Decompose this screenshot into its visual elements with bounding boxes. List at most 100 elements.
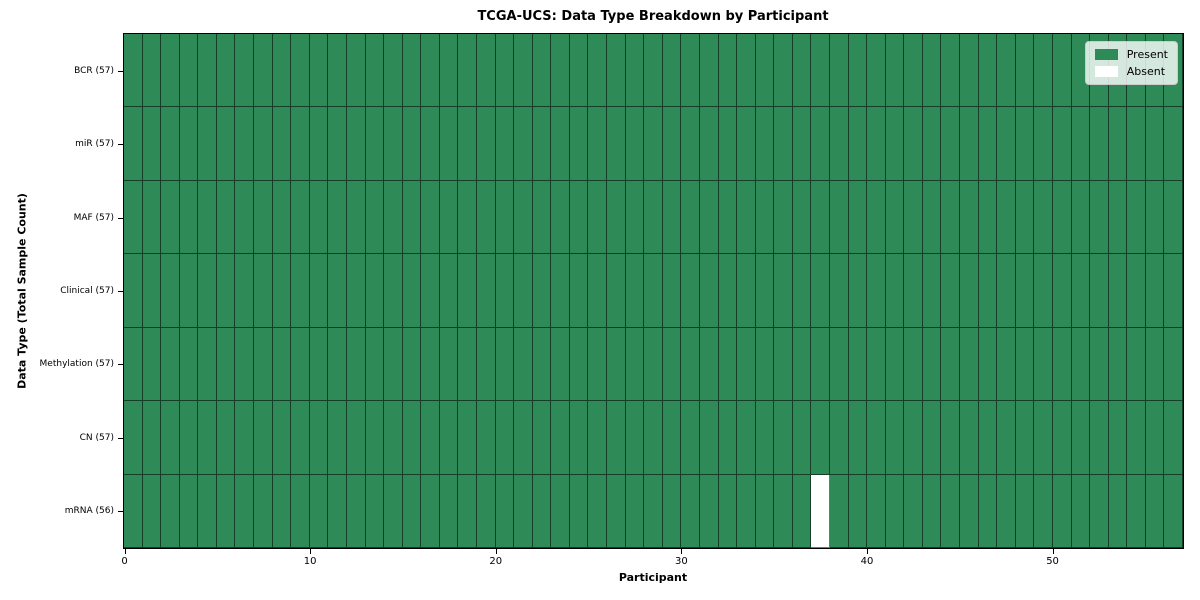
heatmap-cell [161, 474, 180, 548]
y-tick-mark [118, 291, 123, 292]
heatmap-cell [161, 107, 180, 181]
heatmap-cell [421, 401, 440, 475]
heatmap-cell [829, 107, 849, 181]
heatmap-cell [495, 34, 515, 108]
heatmap-cell [625, 401, 645, 475]
heatmap-cell [346, 401, 366, 475]
heatmap-cell [532, 34, 552, 108]
heatmap-cell [755, 180, 775, 255]
heatmap-cell [309, 327, 329, 402]
heatmap-cell [867, 474, 886, 548]
heatmap-cell [718, 107, 738, 181]
heatmap-cell [421, 107, 440, 181]
heatmap-cell [644, 180, 663, 255]
legend: Present Absent [1084, 41, 1178, 85]
y-tick-label: miR (57) [75, 139, 114, 150]
heatmap-cell [439, 474, 459, 548]
x-tick-mark [310, 549, 312, 554]
heatmap-cell [1164, 180, 1183, 255]
heatmap-cell [774, 34, 793, 108]
heatmap-cell [644, 107, 663, 181]
heatmap-cell [328, 401, 347, 475]
heatmap-cell [476, 107, 496, 181]
heatmap-cell [124, 401, 143, 475]
heatmap-cell [1108, 327, 1128, 402]
heatmap-cell [1015, 107, 1035, 181]
heatmap-cell [142, 34, 162, 108]
heatmap-cell [365, 107, 385, 181]
heatmap-cell [569, 180, 589, 255]
heatmap-cell [514, 180, 533, 255]
heatmap-cell [1127, 474, 1146, 548]
heatmap-cell [588, 107, 608, 181]
heatmap-cell [1127, 327, 1146, 402]
heatmap-cell [384, 107, 403, 181]
x-tick-mark [124, 549, 126, 554]
heatmap-cell [922, 254, 942, 328]
heatmap-cell [495, 107, 515, 181]
legend-swatch [1094, 49, 1118, 60]
heatmap-cell [365, 254, 385, 328]
heatmap-cell [569, 107, 589, 181]
heatmap-cell [532, 327, 552, 402]
heatmap-cell [309, 254, 329, 328]
heatmap-cell [755, 107, 775, 181]
heatmap-cell [439, 401, 459, 475]
heatmap-cell [1052, 107, 1072, 181]
heatmap-cell [1164, 474, 1183, 548]
heatmap-cell [1034, 34, 1053, 108]
heatmap-cell [569, 327, 589, 402]
heatmap-cell [495, 180, 515, 255]
heatmap-cell [384, 327, 403, 402]
heatmap-cell [699, 401, 719, 475]
heatmap-cell [124, 180, 143, 255]
heatmap-cell [978, 180, 998, 255]
heatmap-cell [216, 107, 236, 181]
heatmap-cell [216, 254, 236, 328]
y-tick-mark [118, 437, 123, 439]
heatmap-cell [179, 474, 199, 548]
heatmap-cell [625, 254, 645, 328]
heatmap-cell [922, 34, 942, 108]
heatmap-cell [699, 107, 719, 181]
heatmap-cell [588, 180, 608, 255]
heatmap-cell [848, 180, 868, 255]
y-tick-label: CN (57) [79, 432, 114, 443]
heatmap-cell [997, 474, 1016, 548]
heatmap-cell [291, 474, 310, 548]
heatmap-cell [458, 327, 477, 402]
heatmap-cell [124, 327, 143, 402]
heatmap-cell [997, 401, 1016, 475]
heatmap-cell [346, 180, 366, 255]
x-tick-label: 10 [303, 556, 317, 567]
heatmap-cell [1052, 254, 1072, 328]
heatmap-cell [235, 180, 255, 255]
y-tick-mark [118, 364, 123, 366]
heatmap-cell [198, 107, 217, 181]
legend-label: Absent [1126, 65, 1166, 78]
heatmap-cell [291, 34, 310, 108]
heatmap-cell [272, 327, 292, 402]
heatmap-cell [867, 401, 886, 475]
heatmap-cell [291, 327, 310, 402]
heatmap-cell [235, 107, 255, 181]
heatmap-cell [161, 180, 180, 255]
heatmap-cell [922, 474, 942, 548]
heatmap-cell [681, 474, 700, 548]
heatmap-cell [346, 107, 366, 181]
heatmap-cell [867, 254, 886, 328]
heatmap-cell [291, 107, 310, 181]
heatmap-cell [514, 401, 533, 475]
y-tick-mark [118, 217, 123, 219]
heatmap-cell [755, 401, 775, 475]
heatmap-cell [124, 254, 143, 328]
heatmap-cell [1052, 401, 1072, 475]
heatmap-cell [439, 254, 459, 328]
heatmap-cell [755, 254, 775, 328]
heatmap-cell [551, 34, 570, 108]
heatmap-cell [737, 34, 756, 108]
heatmap-cell [607, 34, 626, 108]
heatmap-cell [829, 327, 849, 402]
heatmap-cell [514, 254, 533, 328]
x-tick-mark [681, 549, 683, 554]
